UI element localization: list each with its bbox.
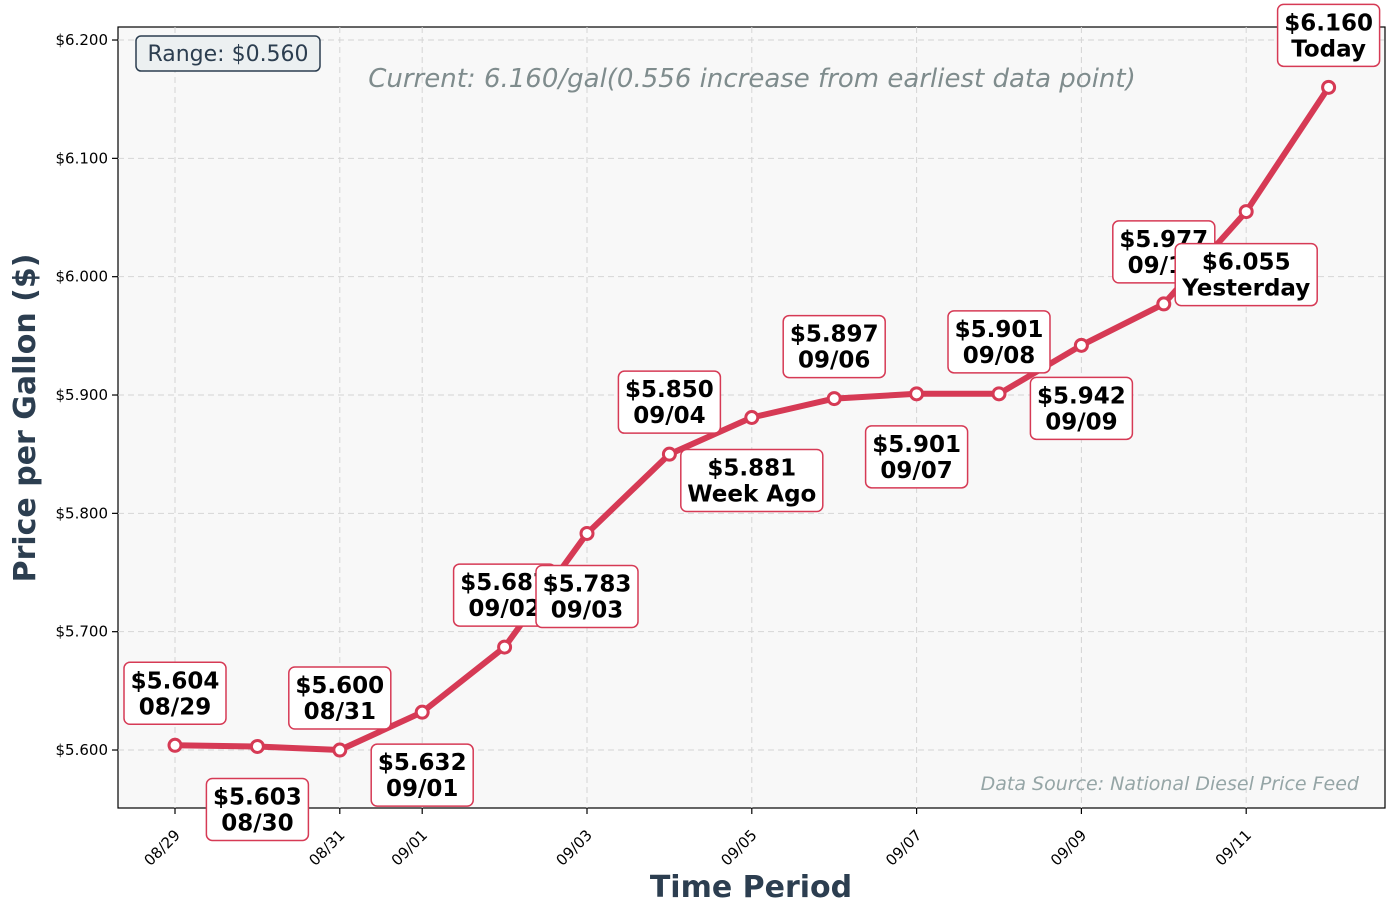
data-point bbox=[1156, 296, 1172, 312]
y-tick-label: $5.900 bbox=[56, 386, 109, 404]
data-point bbox=[414, 704, 430, 720]
data-point bbox=[249, 738, 265, 754]
annotation-box bbox=[370, 743, 474, 807]
annotation-date: 09/09 bbox=[1045, 409, 1117, 435]
annotation-value: $5.604 bbox=[131, 668, 220, 694]
y-tick-label: $6.200 bbox=[56, 31, 109, 49]
annotation-date: Yesterday bbox=[1181, 276, 1310, 302]
data-point bbox=[661, 446, 677, 462]
annotation-value: $5.901 bbox=[872, 432, 961, 458]
annotation-box bbox=[864, 425, 969, 489]
x-tick-label: 08/29 bbox=[141, 826, 184, 869]
annotation-box bbox=[782, 314, 886, 379]
series-line bbox=[167, 79, 1337, 758]
x-tick-label: 09/07 bbox=[882, 826, 925, 869]
annotation-box bbox=[947, 310, 1051, 374]
x-axis-label: Time Period bbox=[650, 870, 852, 905]
x-tick-label: 09/05 bbox=[717, 826, 760, 869]
annotation-date: 09/01 bbox=[386, 776, 458, 802]
annotation-date: 08/30 bbox=[221, 810, 293, 836]
range-badge: Range: $0.560 bbox=[135, 35, 321, 72]
annotation-date: 09/06 bbox=[798, 348, 870, 374]
annotation-box bbox=[123, 661, 227, 726]
annotation-value: $5.881 bbox=[707, 456, 796, 482]
annotation-value: $5.600 bbox=[295, 673, 384, 699]
annotation-box bbox=[205, 777, 310, 842]
x-tick-label: 09/09 bbox=[1047, 826, 1090, 869]
annotation-value: $5.783 bbox=[543, 571, 632, 597]
annotation-value: $5.603 bbox=[213, 784, 302, 810]
annotation-value: $6.055 bbox=[1202, 250, 1291, 276]
annotation-value: $5.687 bbox=[460, 570, 549, 596]
y-tick-label: $5.600 bbox=[56, 741, 109, 759]
data-point bbox=[579, 525, 595, 541]
data-point bbox=[332, 742, 348, 758]
annotation-box bbox=[617, 370, 722, 434]
data-point bbox=[1321, 79, 1337, 95]
annotation-box bbox=[1174, 242, 1318, 307]
annotation-value: $5.942 bbox=[1037, 383, 1126, 409]
annotation-value: $6.160 bbox=[1284, 10, 1373, 36]
annotation-box bbox=[680, 448, 824, 513]
annotation-value: $5.850 bbox=[625, 377, 714, 403]
data-point bbox=[497, 639, 513, 655]
annotation-date: 08/31 bbox=[304, 699, 376, 725]
annotation-value: $5.632 bbox=[378, 750, 467, 776]
annotation-box bbox=[288, 666, 392, 730]
data-point bbox=[167, 737, 183, 753]
annotation-date: 09/07 bbox=[880, 458, 952, 484]
annotations: $5.60408/29$5.60308/30$5.60008/31$5.6320… bbox=[123, 3, 1381, 842]
y-tick-label: $5.800 bbox=[56, 504, 109, 522]
annotation-date: 09/02 bbox=[468, 596, 540, 622]
annotation-box bbox=[1276, 3, 1381, 68]
data-source-note: Data Source: National Diesel Price Feed bbox=[981, 773, 1360, 795]
y-tick-label: $6.000 bbox=[56, 268, 109, 286]
annotation-date: Week Ago bbox=[687, 482, 816, 508]
annotation-date: 09/04 bbox=[633, 403, 705, 429]
y-tick-label: $6.100 bbox=[56, 149, 109, 167]
annotation-date: 09/08 bbox=[963, 343, 1035, 369]
data-point bbox=[1073, 337, 1089, 353]
data-point bbox=[826, 391, 842, 407]
annotation-value: $5.897 bbox=[790, 322, 879, 348]
y-axis-label: Price per Gallon ($) bbox=[8, 254, 43, 583]
annotation-date: 09/03 bbox=[551, 597, 623, 623]
data-point bbox=[991, 386, 1007, 402]
annotation-box bbox=[535, 564, 639, 629]
annotation-value: $5.901 bbox=[955, 317, 1044, 343]
annotation-date: Today bbox=[1291, 36, 1366, 62]
annotation-box bbox=[1029, 376, 1134, 441]
y-tick-label: $5.700 bbox=[56, 623, 109, 641]
x-tick-label: 09/01 bbox=[388, 826, 431, 869]
annotation-date: 08/29 bbox=[139, 694, 211, 720]
data-point bbox=[909, 386, 925, 402]
x-tick-label: 08/31 bbox=[305, 826, 348, 869]
data-point bbox=[744, 410, 760, 425]
range-label: Range: $0.560 bbox=[147, 42, 308, 67]
data-point bbox=[1238, 204, 1254, 220]
x-tick-label: 09/11 bbox=[1212, 826, 1255, 869]
chart-subtitle: Current: 6.160/gal(0.556 increase from e… bbox=[368, 64, 1136, 94]
x-tick-label: 09/03 bbox=[553, 826, 596, 869]
